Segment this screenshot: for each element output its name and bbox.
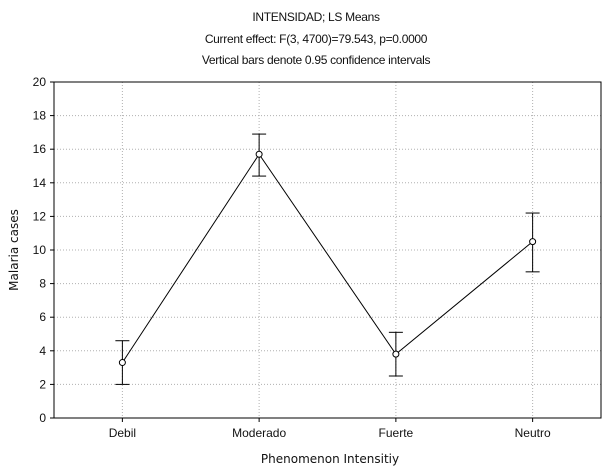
y-tick-label: 4 xyxy=(39,344,46,358)
data-point xyxy=(392,350,400,358)
y-tick-label: 6 xyxy=(39,310,46,324)
y-tick-label: 12 xyxy=(33,209,47,223)
grid xyxy=(54,82,601,418)
data-point xyxy=(529,238,537,246)
data-points xyxy=(118,150,537,367)
x-axis: Debil Moderado Fuerte Neutro xyxy=(109,418,551,440)
x-tick-label: Fuerte xyxy=(379,426,414,440)
x-tick-label: Neutro xyxy=(515,426,551,440)
data-point xyxy=(255,150,263,158)
y-tick-label: 10 xyxy=(33,243,47,257)
y-tick-label: 20 xyxy=(33,75,47,89)
x-axis-label: Phenomenon Intensitiy xyxy=(261,452,399,466)
error-bars xyxy=(115,133,540,385)
data-point xyxy=(118,359,126,367)
chart-subtitle-ci-note: Vertical bars denote 0.95 confidence int… xyxy=(202,53,431,67)
y-tick-label: 16 xyxy=(33,142,47,156)
y-axis-label: Malaria cases xyxy=(7,209,21,291)
y-axis: 0 2 4 6 8 10 12 14 16 18 20 xyxy=(33,75,54,425)
y-tick-label: 18 xyxy=(33,109,47,123)
chart-subtitle-effect: Current effect: F(3, 4700)=79.543, p=0.0… xyxy=(205,32,428,46)
x-tick-label: Debil xyxy=(109,426,136,440)
y-tick-label: 14 xyxy=(33,176,47,190)
chart-title: INTENSIDAD; LS Means xyxy=(252,10,380,24)
y-tick-label: 8 xyxy=(39,277,46,291)
x-tick-label: Moderado xyxy=(232,426,286,440)
y-tick-label: 0 xyxy=(39,411,46,425)
y-tick-label: 2 xyxy=(39,377,46,391)
series-line xyxy=(121,153,533,363)
